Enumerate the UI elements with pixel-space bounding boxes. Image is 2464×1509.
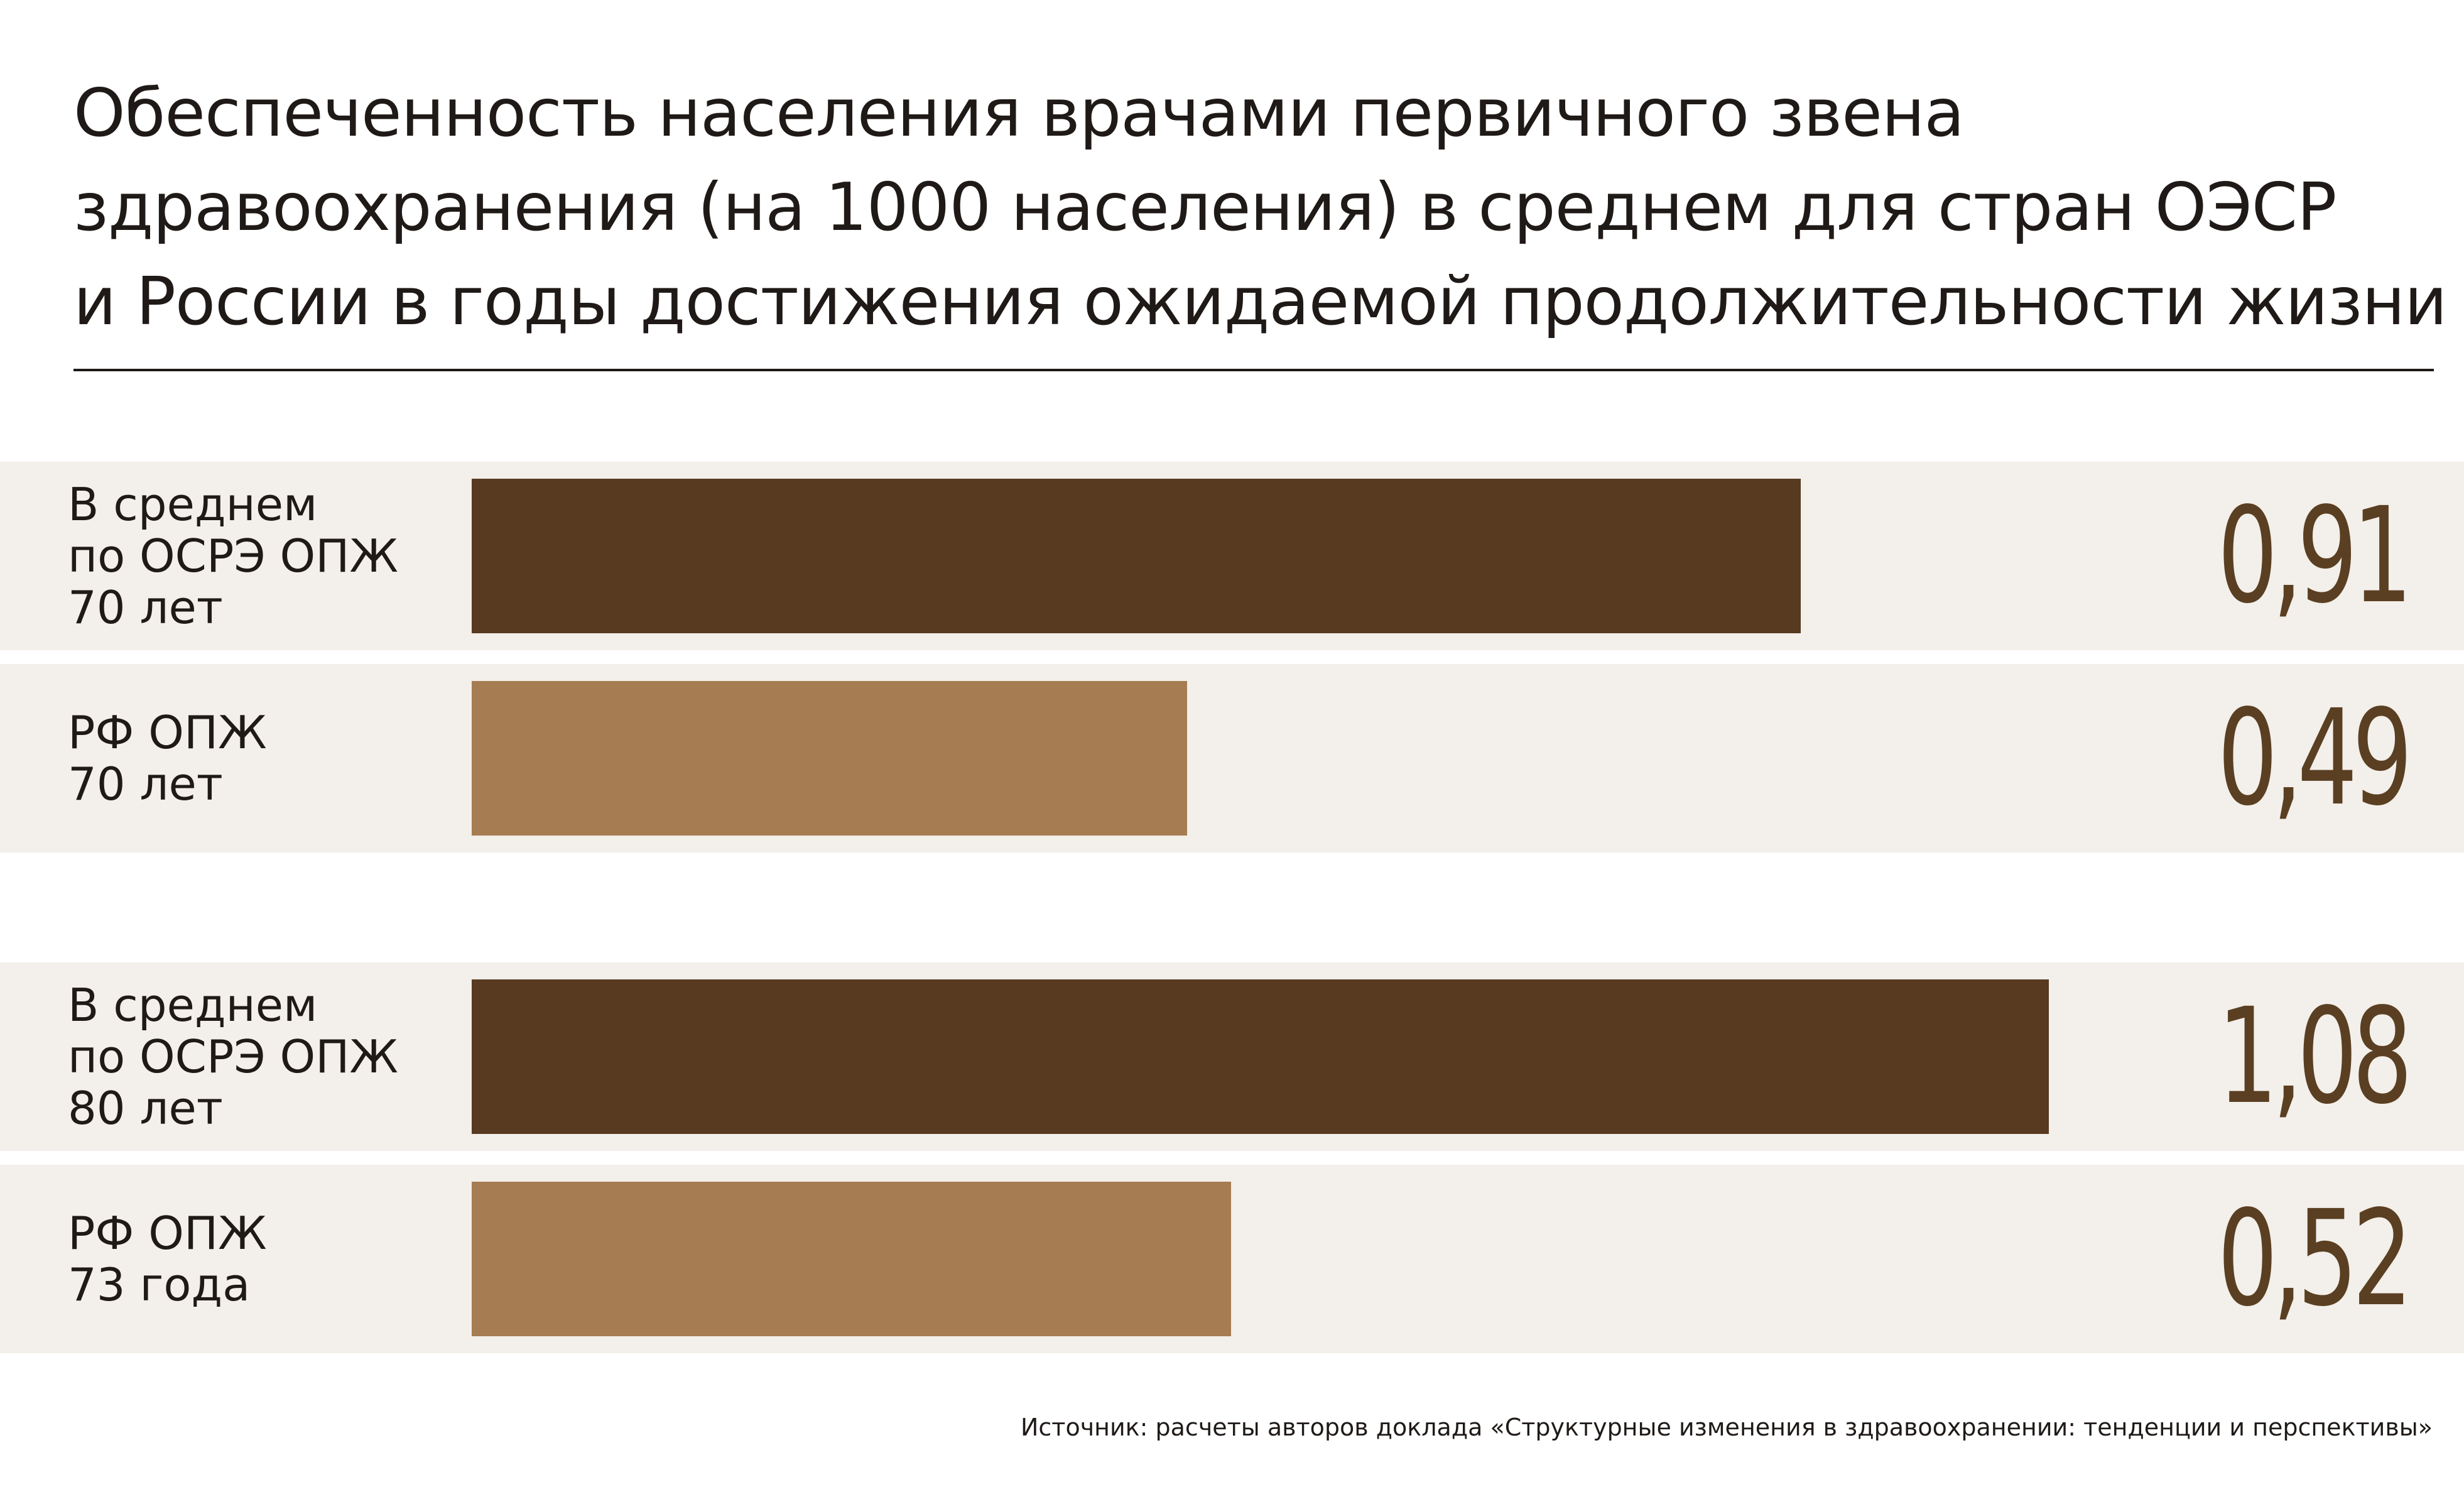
- bar-category-label: РФ ОПЖ 70 лет: [68, 707, 267, 810]
- chart-title-line: и России в годы достижения ожидаемой про…: [73, 263, 2447, 340]
- bar-category-label-line: 80 лет: [68, 1082, 223, 1135]
- bar-category-label-line: В среднем: [68, 979, 318, 1032]
- bar-category-label-line: по ОСРЭ ОПЖ: [68, 530, 398, 582]
- source-note: Источник: расчеты авторов доклада «Струк…: [1020, 1414, 2433, 1441]
- bar-category-label-line: РФ ОПЖ: [68, 1207, 267, 1260]
- chart-title: Обеспеченность населения врачами первичн…: [73, 66, 2447, 349]
- chart-row: В среднем по ОСРЭ ОПЖ 70 лет 0,91: [0, 462, 2464, 650]
- title-divider: [73, 369, 2434, 371]
- bar-category-label-line: по ОСРЭ ОПЖ: [68, 1030, 398, 1083]
- bar-category-label: РФ ОПЖ 73 года: [68, 1207, 267, 1310]
- bar-category-label: В среднем по ОСРЭ ОПЖ 80 лет: [68, 979, 398, 1134]
- bar-category-label-line: 70 лет: [68, 581, 223, 634]
- bar-value-label: 0,49: [2217, 681, 2413, 835]
- chart-row: В среднем по ОСРЭ ОПЖ 80 лет 1,08: [0, 962, 2464, 1151]
- chart-row: РФ ОПЖ 73 года 0,52: [0, 1165, 2464, 1353]
- bar-category-label-line: 73 года: [68, 1258, 251, 1311]
- bar-value-label: 0,91: [2217, 479, 2413, 633]
- bar-category-label: В среднем по ОСРЭ ОПЖ 70 лет: [68, 479, 398, 633]
- bar: [472, 1182, 1231, 1336]
- bar-category-label-line: РФ ОПЖ: [68, 706, 267, 759]
- chart-title-line: Обеспеченность населения врачами первичн…: [73, 75, 1965, 151]
- chart-title-line: здравоохранения (на 1000 населения) в ср…: [73, 169, 2336, 246]
- bar-category-label-line: 70 лет: [68, 758, 223, 810]
- chart-row: РФ ОПЖ 70 лет 0,49: [0, 664, 2464, 853]
- bar: [472, 681, 1187, 836]
- bar: [472, 979, 2049, 1134]
- bar-value-label: 1,08: [2217, 979, 2413, 1133]
- bar-category-label-line: В среднем: [68, 478, 318, 531]
- bar: [472, 479, 1801, 633]
- bar-value-label: 0,52: [2217, 1182, 2413, 1336]
